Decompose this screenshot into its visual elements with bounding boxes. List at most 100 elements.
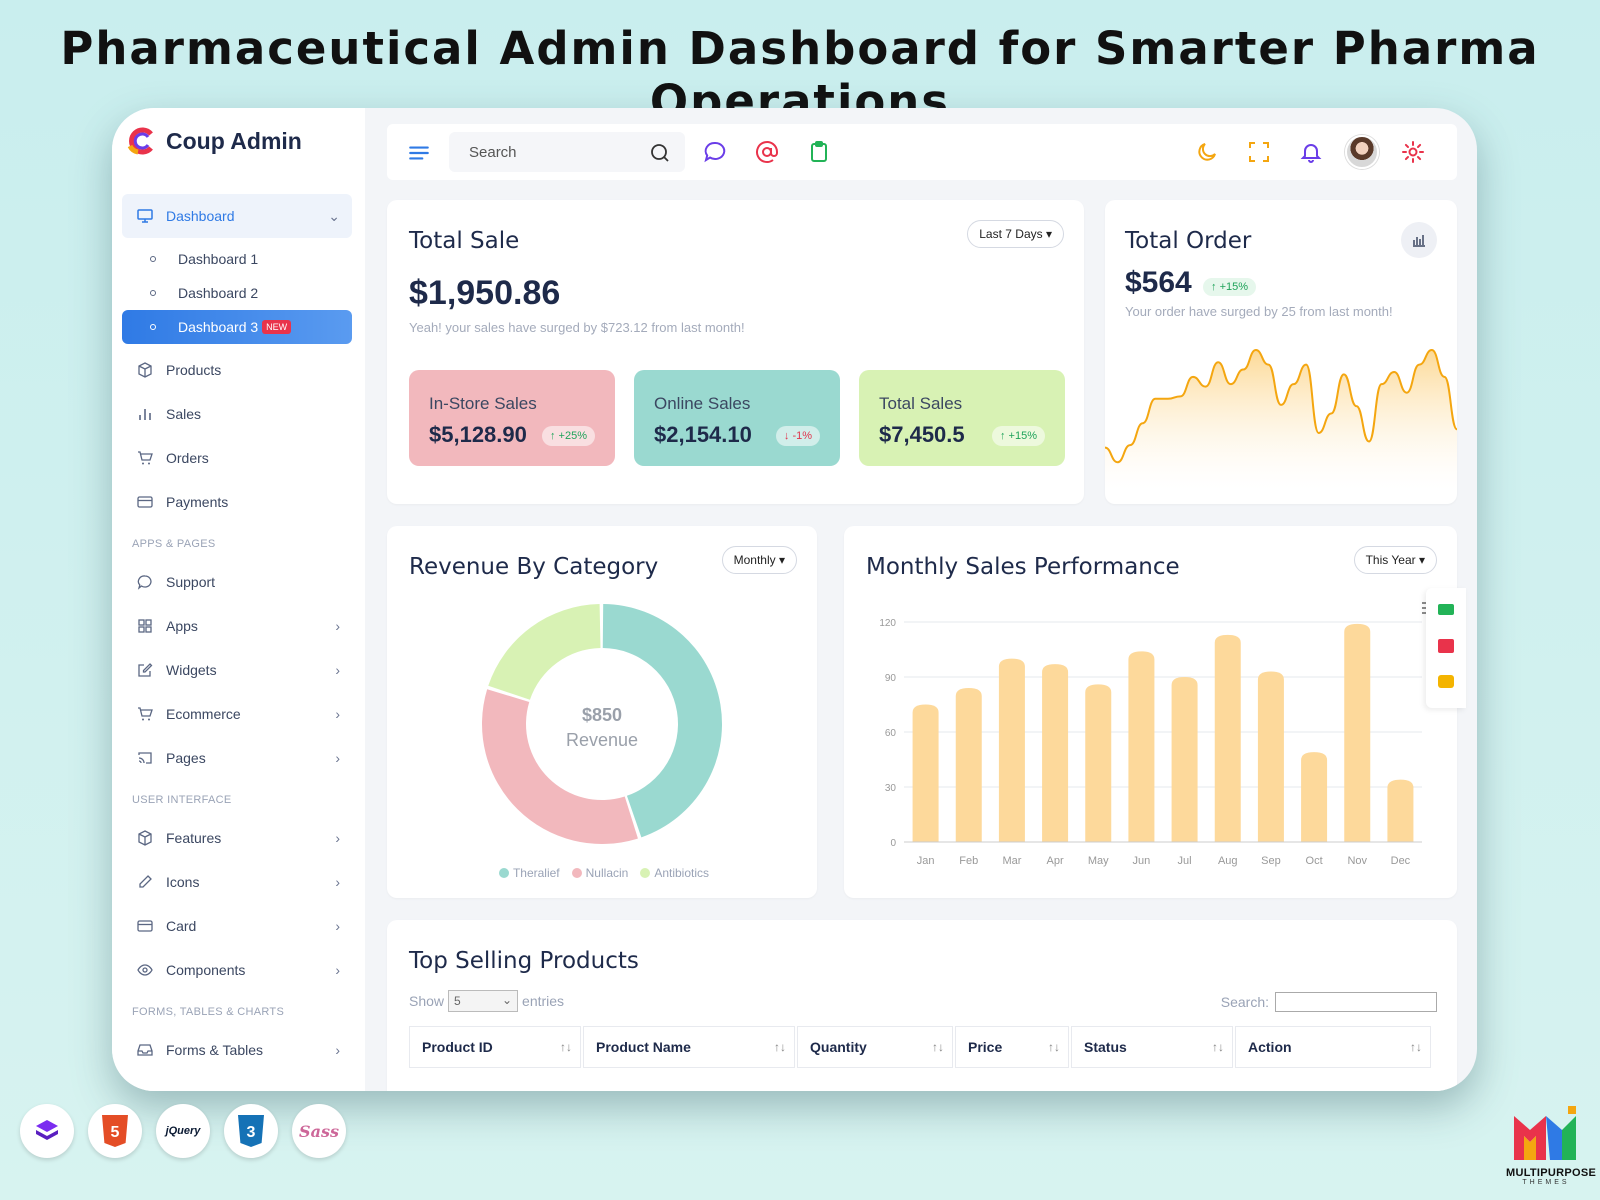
app-logo[interactable]: Coup Admin (126, 126, 302, 156)
chevron-right-icon: › (335, 918, 340, 934)
chat-bubble-icon[interactable] (1438, 675, 1454, 688)
bar[interactable] (1085, 684, 1112, 842)
x-tick-label: Oct (1306, 855, 1323, 867)
sidebar-item-products[interactable]: Products (122, 348, 352, 392)
revenue-category-card: Revenue By Category Monthly ▾ $850 Reven… (387, 526, 817, 898)
bar[interactable] (955, 688, 982, 842)
table-search-input[interactable] (1275, 992, 1437, 1012)
page-headline: Pharmaceutical Admin Dashboard for Smart… (60, 22, 1540, 128)
bar[interactable] (912, 704, 939, 843)
image-icon[interactable] (1438, 639, 1454, 653)
column-header[interactable]: Action ↑↓ (1235, 1026, 1431, 1068)
donut-legend: Theralief Nullacin Antibiotics (387, 866, 817, 880)
x-tick-label: Jan (917, 855, 935, 867)
sidebar-item-label: Ecommerce (166, 706, 241, 722)
sidebar-sub-dashboard-2[interactable]: Dashboard 2 (122, 276, 352, 310)
column-header[interactable]: Status ↑↓ (1071, 1026, 1233, 1068)
moon-icon[interactable] (1195, 140, 1219, 164)
legend-item[interactable]: Nullacin (568, 866, 628, 880)
fullscreen-icon[interactable] (1247, 140, 1271, 164)
stat-value: $2,154.10 (654, 422, 752, 447)
chart-options-button[interactable] (1401, 222, 1437, 258)
column-header[interactable]: Quantity ↑↓ (797, 1026, 953, 1068)
column-header[interactable]: Product ID ↑↓ (409, 1026, 581, 1068)
sidebar-item-ecommerce[interactable]: Ecommerce › (122, 692, 352, 736)
sidebar-item-forms-tables[interactable]: Forms & Tables › (122, 1028, 352, 1072)
donut-slice[interactable] (488, 604, 601, 700)
legend-item[interactable]: Antibiotics (636, 866, 709, 880)
entries-control: Show 5 ⌄ entries (409, 990, 564, 1012)
arrow-down-icon: ↓ (783, 430, 790, 442)
sidebar-item-payments[interactable]: Payments (122, 480, 352, 524)
sidebar-sub-label: Dashboard 2 (178, 285, 259, 301)
period-dropdown[interactable]: Last 7 Days ▾ (967, 220, 1064, 248)
entries-select[interactable]: 5 ⌄ (448, 990, 519, 1012)
bar[interactable] (998, 658, 1025, 842)
brand-name: MULTIPURPOSE (1506, 1167, 1597, 1179)
total-sale-note: Yeah! your sales have surged by $723.12 … (409, 320, 745, 335)
menu-toggle-icon[interactable] (407, 141, 431, 165)
bell-icon[interactable] (1299, 140, 1323, 164)
box-icon (136, 829, 154, 847)
avatar[interactable] (1345, 135, 1379, 169)
period-dropdown[interactable]: Monthly ▾ (721, 546, 797, 574)
bar[interactable] (1128, 651, 1155, 842)
legend-item[interactable]: Theralief (495, 866, 560, 880)
y-tick-label: 30 (885, 783, 897, 794)
mention-icon[interactable] (755, 140, 779, 164)
donut-slice[interactable] (602, 604, 723, 838)
bar[interactable] (1214, 634, 1241, 842)
sidebar-item-dashboard[interactable]: Dashboard ⌄ (122, 194, 352, 238)
brand-logo-icon (1514, 1106, 1576, 1160)
sidebar-item-pages[interactable]: Pages › (122, 736, 352, 780)
bar[interactable] (1257, 671, 1284, 843)
sidebar-item-apps[interactable]: Apps › (122, 604, 352, 648)
sort-icon: ↑↓ (932, 1040, 944, 1054)
chevron-right-icon: › (335, 750, 340, 766)
sidebar-item-label: Payments (166, 494, 229, 510)
gear-icon[interactable] (1401, 140, 1425, 164)
bar[interactable] (1387, 779, 1414, 842)
sidebar-item-components[interactable]: Components › (122, 948, 352, 992)
donut-center-label: Revenue (566, 730, 638, 750)
y-tick-label: 60 (885, 728, 897, 739)
sidebar-item-icons[interactable]: Icons › (122, 860, 352, 904)
column-header[interactable]: Price ↑↓ (955, 1026, 1069, 1068)
clipboard-icon[interactable] (807, 140, 831, 164)
order-area-chart (1105, 348, 1457, 490)
sidebar-item-widgets[interactable]: Widgets › (122, 648, 352, 692)
sidebar-item-label: Dashboard (166, 208, 235, 224)
period-dropdown[interactable]: This Year ▾ (1353, 546, 1437, 574)
sidebar-item-card[interactable]: Card › (122, 904, 352, 948)
column-label: Product ID (422, 1039, 493, 1055)
sidebar-item-orders[interactable]: Orders (122, 436, 352, 480)
search-box[interactable]: Search (449, 132, 685, 172)
bar[interactable] (1344, 623, 1371, 842)
search-input[interactable]: Search (469, 144, 517, 161)
bar[interactable] (1301, 752, 1328, 842)
donut-slice[interactable] (482, 689, 638, 844)
sidebar-item-label: Orders (166, 450, 209, 466)
caret-down-icon: ▾ (778, 553, 785, 567)
card-title: Top Selling Products (409, 948, 639, 974)
x-tick-label: Sep (1261, 855, 1281, 867)
sidebar-sub-dashboard-3[interactable]: Dashboard 3 NEW (122, 310, 352, 344)
products-table: Product ID ↑↓ Product Name ↑↓ Quantity ↑↓ P… (407, 1024, 1433, 1070)
sidebar-sub-dashboard-1[interactable]: Dashboard 1 (122, 242, 352, 276)
sort-icon: ↑↓ (1410, 1040, 1422, 1054)
sort-icon: ↑↓ (1048, 1040, 1060, 1054)
x-tick-label: Apr (1047, 855, 1064, 867)
column-header[interactable]: Product Name ↑↓ (583, 1026, 795, 1068)
bar[interactable] (1171, 677, 1198, 842)
message-icon[interactable] (703, 140, 727, 164)
money-icon[interactable] (1438, 604, 1454, 615)
sidebar-item-support[interactable]: Support (122, 560, 352, 604)
search-icon[interactable] (649, 142, 671, 164)
credit-card-icon (136, 493, 154, 511)
sidebar-item-label: Forms & Tables (166, 1042, 263, 1058)
sidebar-item-features[interactable]: Features › (122, 816, 352, 860)
sidebar-item-label: Widgets (166, 662, 217, 678)
chevron-down-icon: ⌄ (328, 208, 340, 224)
bar[interactable] (1042, 664, 1069, 842)
sidebar-item-sales[interactable]: Sales (122, 392, 352, 436)
